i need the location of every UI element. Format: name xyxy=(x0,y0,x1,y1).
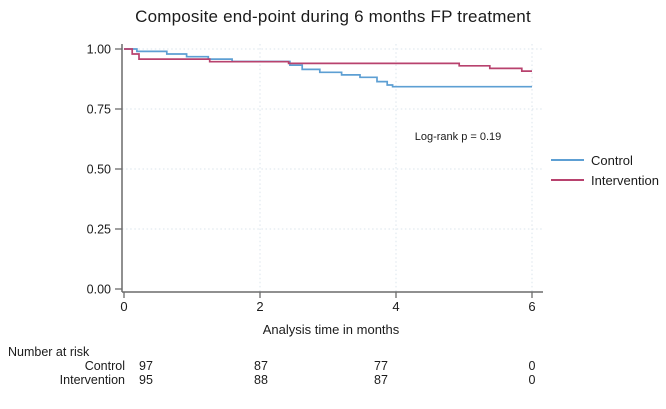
legend-item-intervention: Intervention xyxy=(551,172,659,188)
y-tick-label: 0.50 xyxy=(87,163,111,177)
chart-title: Composite end-point during 6 months FP t… xyxy=(135,7,531,26)
log-rank-annotation: Log-rank p = 0.19 xyxy=(414,131,502,143)
x-tick-label: 6 xyxy=(528,299,535,314)
risk-count: 95 xyxy=(139,373,153,387)
control-line-swatch xyxy=(551,159,584,161)
risk-table-header: Number at risk xyxy=(8,345,90,359)
legend-item-control: Control xyxy=(551,152,633,168)
risk-count: 87 xyxy=(374,373,388,387)
risk-row-label-intervention: Intervention xyxy=(59,373,125,387)
risk-count: 0 xyxy=(528,373,536,387)
y-tick-label: 0.75 xyxy=(87,103,111,117)
risk-count: 88 xyxy=(254,373,268,387)
x-axis-title: Analysis time in months xyxy=(262,322,400,337)
risk-row-label-control: Control xyxy=(84,359,125,373)
x-tick-label: 2 xyxy=(256,299,263,314)
risk-row-intervention: Intervention 95 88 87 0 xyxy=(0,373,666,387)
risk-count: 0 xyxy=(528,359,536,373)
intervention-line-swatch xyxy=(551,179,584,181)
y-tick-label: 0.25 xyxy=(87,223,111,237)
risk-row-control: Control 97 87 77 0 xyxy=(0,359,666,373)
risk-count: 77 xyxy=(374,359,388,373)
x-tick-label: 4 xyxy=(392,299,399,314)
y-tick-label: 1.00 xyxy=(87,43,111,57)
risk-count: 97 xyxy=(139,359,153,373)
intervention-curve xyxy=(124,48,532,72)
risk-count: 87 xyxy=(254,359,268,373)
y-tick-label: 0.00 xyxy=(87,283,111,297)
control-curve xyxy=(124,48,532,88)
legend-label-intervention: Intervention xyxy=(591,172,659,188)
x-tick-label: 0 xyxy=(120,299,127,314)
legend-label-control: Control xyxy=(591,152,633,168)
